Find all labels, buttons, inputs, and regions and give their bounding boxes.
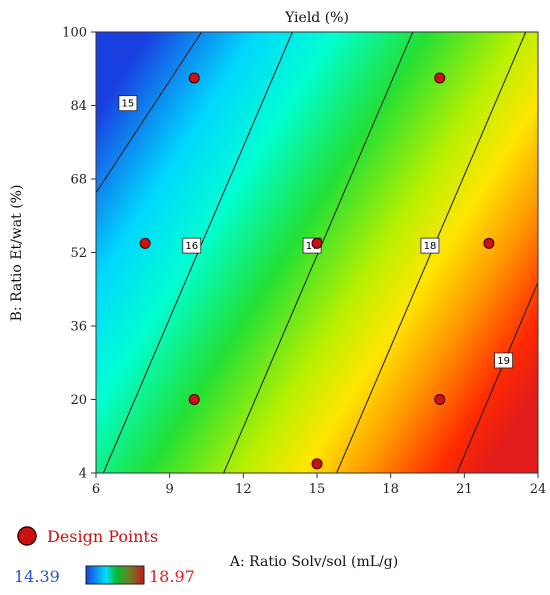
contour-label-19: 19: [494, 352, 514, 369]
contour-label-18: 18: [420, 237, 440, 254]
x-tick-label-15: 15: [309, 482, 326, 497]
y-axis: 4 20 36 52 68 84 100: [62, 26, 96, 482]
color-scale-min-label: 14.39: [14, 567, 60, 586]
contour-label-layer: 15 16 17 18 19: [118, 95, 514, 369]
svg-text:17: 17: [306, 241, 319, 252]
svg-text:15: 15: [122, 99, 135, 110]
x-tick-label-9: 9: [166, 482, 174, 497]
x-axis-title: A: Ratio Solv/sol (mL/g): [229, 554, 398, 570]
y-tick-label-20: 20: [70, 393, 87, 408]
svg-text:18: 18: [424, 241, 437, 252]
y-tick-label-68: 68: [70, 173, 87, 188]
contour-label-16: 16: [182, 237, 202, 254]
design-point-3: [139, 237, 151, 249]
chart-title: Yield (%): [284, 10, 349, 26]
x-tick-label-12: 12: [235, 482, 252, 497]
design-point-4: [311, 237, 323, 249]
x-tick-label-18: 18: [382, 482, 399, 497]
y-axis-title: B: Ratio Et/wat (%): [9, 185, 25, 322]
design-point-1: [188, 72, 200, 84]
design-point-layer: [139, 72, 495, 470]
y-tick-label-36: 36: [70, 320, 87, 335]
y-tick-label-100: 100: [62, 26, 87, 41]
legend-design-points-label: Design Points: [47, 527, 158, 546]
y-tick-label-52: 52: [70, 246, 87, 261]
design-point-5: [483, 237, 495, 249]
contour-label-15: 15: [118, 95, 138, 112]
legend: Design Points: [17, 526, 158, 546]
color-scale-bar: [85, 565, 145, 585]
design-point-8: [311, 458, 323, 470]
y-tick-label-84: 84: [70, 99, 87, 114]
x-axis: 6 9 12 15 18 21 24: [92, 473, 546, 497]
legend-design-point-marker: [17, 526, 37, 546]
y-tick-label-4: 4: [79, 467, 87, 482]
color-scale-max-label: 18.97: [149, 567, 195, 586]
design-point-7: [434, 394, 446, 405]
color-scale: 14.39 18.97: [14, 565, 195, 586]
svg-text:19: 19: [497, 356, 510, 367]
contour-line-19: [456, 282, 538, 473]
design-point-6: [188, 394, 200, 405]
x-tick-label-6: 6: [92, 482, 100, 497]
x-tick-label-21: 21: [456, 482, 473, 497]
svg-text:16: 16: [185, 241, 198, 252]
contour-line-15: [96, 32, 203, 194]
x-tick-label-24: 24: [530, 482, 547, 497]
design-point-2: [434, 72, 446, 84]
